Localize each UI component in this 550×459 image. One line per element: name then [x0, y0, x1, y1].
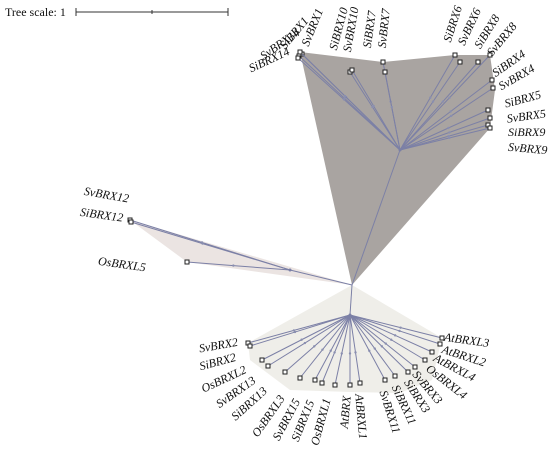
leaf-tip — [128, 219, 134, 225]
internal-node — [303, 341, 307, 345]
leaf-tip — [282, 369, 288, 375]
leaf-tip — [382, 377, 388, 383]
internal-node — [398, 329, 401, 333]
internal-node — [313, 345, 316, 348]
leaf-label: OsBRXL5 — [97, 254, 146, 275]
internal-node — [343, 94, 347, 98]
internal-node — [201, 242, 204, 245]
internal-node — [348, 352, 352, 355]
leaf-tip — [437, 341, 443, 347]
internal-node — [448, 136, 451, 140]
internal-node — [329, 349, 332, 352]
leaf-tip — [332, 382, 338, 388]
internal-node — [293, 330, 297, 334]
leaf-tip — [422, 357, 428, 363]
leaf-tip — [319, 380, 325, 386]
leaf-tip — [439, 335, 445, 341]
leaf-tip — [382, 69, 388, 75]
leaf-label: AtBRX — [337, 395, 354, 430]
scale-label: Tree scale: 1 — [5, 5, 66, 19]
internal-node — [340, 352, 343, 355]
leaf-label: SiBRX12 — [79, 205, 124, 225]
leaf-label: SiBRX9 — [508, 125, 545, 139]
leaf-tip — [429, 349, 435, 355]
branch — [351, 149, 401, 286]
leaf-tip — [312, 377, 318, 383]
leaf-label: AtBRXL1 — [352, 392, 370, 439]
internal-node — [431, 100, 435, 103]
internal-node — [429, 96, 432, 99]
branch — [349, 284, 353, 316]
leaf-label: SvBRX2 — [198, 335, 239, 356]
leaf-label: SvBRX5 — [506, 106, 547, 125]
leaf-tip — [259, 357, 265, 363]
leaf-label: SvBRX9 — [507, 140, 547, 157]
leaf-tip — [490, 85, 496, 91]
leaf-tip — [295, 55, 301, 61]
internal-node — [447, 126, 450, 130]
internal-node — [342, 98, 346, 101]
internal-node — [448, 131, 451, 134]
internal-node — [333, 351, 336, 354]
leaf-label: SvBRX12 — [83, 184, 130, 206]
leaf-tip — [475, 59, 481, 65]
internal-node — [300, 338, 303, 341]
internal-node — [449, 110, 452, 113]
internal-node — [390, 338, 393, 341]
leaf-tip — [392, 373, 398, 379]
leaf-tip — [457, 59, 463, 65]
leaf-tip — [297, 375, 303, 381]
internal-node — [384, 342, 387, 345]
internal-node — [372, 104, 375, 108]
leaf-tip — [489, 77, 495, 83]
leaf-label: AtBRXL3 — [442, 330, 490, 350]
internal-node — [448, 96, 451, 99]
branch — [289, 269, 353, 286]
clade-shade — [300, 52, 495, 285]
leaf-tip — [357, 380, 363, 386]
internal-node — [449, 114, 453, 118]
leaf-tip — [349, 67, 355, 73]
internal-node — [232, 264, 235, 267]
internal-node — [368, 349, 371, 352]
leaf-tip — [265, 363, 271, 369]
internal-node — [393, 334, 397, 337]
leaf-tip — [487, 52, 493, 58]
leaf-label: SiBRX7 — [360, 9, 379, 49]
leaf-tip — [485, 107, 491, 113]
internal-node — [380, 345, 384, 348]
internal-node — [373, 347, 376, 350]
leaf-tip — [380, 59, 386, 65]
leaf-tip — [412, 364, 418, 370]
internal-node — [321, 348, 324, 351]
clade-shade — [130, 220, 352, 285]
leaf-tip — [184, 259, 190, 265]
internal-node — [399, 326, 402, 329]
leaf-label: SvBRX7 — [375, 7, 393, 49]
internal-node — [354, 351, 357, 354]
leaf-tip — [297, 49, 303, 55]
internal-node — [390, 105, 393, 109]
leaf-tip — [487, 125, 493, 131]
leaf-tip — [247, 343, 253, 349]
internal-node — [441, 100, 445, 103]
leaf-tip — [452, 52, 458, 58]
leaf-tip — [487, 115, 493, 121]
leaf-tip — [347, 382, 353, 388]
leaf-tip — [405, 369, 411, 375]
